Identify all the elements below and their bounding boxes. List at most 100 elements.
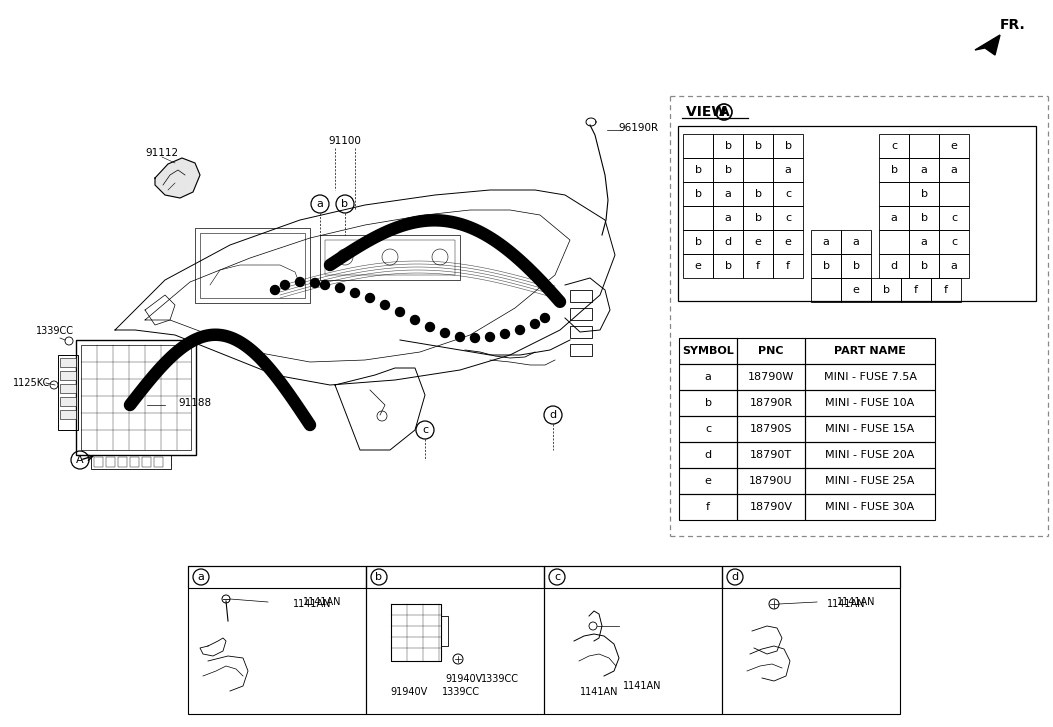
Text: a: a bbox=[951, 165, 957, 175]
Bar bbox=[713, 158, 743, 182]
Bar bbox=[737, 364, 804, 390]
Circle shape bbox=[440, 329, 450, 337]
Bar bbox=[737, 338, 804, 364]
Bar bbox=[60, 371, 76, 380]
Bar bbox=[804, 338, 935, 364]
Bar bbox=[841, 254, 871, 278]
Bar bbox=[743, 230, 773, 254]
Bar bbox=[679, 338, 737, 364]
Circle shape bbox=[411, 316, 419, 324]
Bar bbox=[188, 566, 366, 714]
Bar bbox=[713, 230, 743, 254]
Text: A: A bbox=[76, 455, 84, 465]
Bar bbox=[570, 308, 592, 320]
Bar bbox=[879, 206, 909, 230]
Text: 91188: 91188 bbox=[178, 398, 212, 408]
Text: b: b bbox=[920, 261, 928, 271]
Text: MINI - FUSE 25A: MINI - FUSE 25A bbox=[826, 476, 915, 486]
Circle shape bbox=[500, 329, 510, 339]
Bar bbox=[58, 355, 78, 430]
Bar bbox=[570, 344, 592, 356]
Text: e: e bbox=[695, 261, 701, 271]
Text: b: b bbox=[784, 141, 792, 151]
Text: d: d bbox=[891, 261, 897, 271]
Bar bbox=[804, 468, 935, 494]
Circle shape bbox=[485, 332, 495, 342]
Text: 1339CC: 1339CC bbox=[442, 687, 480, 697]
Text: MINI - FUSE 30A: MINI - FUSE 30A bbox=[826, 502, 915, 512]
Bar bbox=[901, 278, 931, 302]
Text: a: a bbox=[951, 261, 957, 271]
Text: d: d bbox=[550, 410, 557, 420]
Text: 18790T: 18790T bbox=[750, 450, 792, 460]
Text: c: c bbox=[704, 424, 711, 434]
Bar bbox=[679, 390, 737, 416]
Bar bbox=[188, 566, 366, 588]
Text: a: a bbox=[704, 372, 712, 382]
Bar bbox=[841, 278, 871, 302]
Bar bbox=[60, 358, 76, 367]
Bar bbox=[909, 230, 939, 254]
Bar bbox=[879, 182, 909, 206]
Bar bbox=[679, 364, 737, 390]
Bar bbox=[811, 230, 841, 254]
Text: b: b bbox=[853, 261, 859, 271]
Text: 1141AN: 1141AN bbox=[622, 681, 661, 691]
Bar bbox=[879, 230, 909, 254]
Text: 1141AN: 1141AN bbox=[837, 597, 875, 607]
Text: b: b bbox=[695, 237, 701, 247]
Text: 1141AN: 1141AN bbox=[303, 597, 341, 607]
Text: a: a bbox=[724, 189, 732, 199]
Bar bbox=[570, 326, 592, 338]
Text: c: c bbox=[891, 141, 897, 151]
Text: 91940V: 91940V bbox=[391, 687, 428, 697]
Bar bbox=[804, 364, 935, 390]
Bar bbox=[743, 182, 773, 206]
Text: 1141AN: 1141AN bbox=[828, 599, 866, 609]
Bar bbox=[939, 206, 969, 230]
Circle shape bbox=[425, 323, 435, 332]
Text: 18790V: 18790V bbox=[750, 502, 793, 512]
Text: 18790U: 18790U bbox=[750, 476, 793, 486]
Text: d: d bbox=[732, 572, 738, 582]
Text: b: b bbox=[695, 165, 701, 175]
Text: MINI - FUSE 20A: MINI - FUSE 20A bbox=[826, 450, 915, 460]
Text: e: e bbox=[853, 285, 859, 295]
Bar bbox=[683, 182, 713, 206]
Bar bbox=[683, 134, 713, 158]
Bar bbox=[743, 134, 773, 158]
Bar bbox=[909, 182, 939, 206]
Text: 1339CC: 1339CC bbox=[480, 674, 518, 684]
Text: MINI - FUSE 7.5A: MINI - FUSE 7.5A bbox=[823, 372, 916, 382]
Bar bbox=[879, 254, 909, 278]
Bar bbox=[773, 230, 803, 254]
Bar bbox=[325, 240, 455, 275]
Text: a: a bbox=[724, 213, 732, 223]
Bar bbox=[939, 230, 969, 254]
Text: d: d bbox=[704, 450, 712, 460]
Text: MINI - FUSE 15A: MINI - FUSE 15A bbox=[826, 424, 915, 434]
Bar bbox=[679, 494, 737, 520]
Text: b: b bbox=[822, 261, 830, 271]
Circle shape bbox=[280, 281, 290, 289]
Circle shape bbox=[471, 334, 479, 342]
Text: b: b bbox=[755, 189, 761, 199]
Text: b: b bbox=[920, 189, 928, 199]
Bar bbox=[60, 410, 76, 419]
Bar bbox=[678, 126, 1036, 301]
Polygon shape bbox=[975, 35, 1000, 55]
Text: PNC: PNC bbox=[758, 346, 783, 356]
Circle shape bbox=[516, 326, 524, 334]
Text: a: a bbox=[784, 165, 792, 175]
Bar bbox=[737, 468, 804, 494]
Text: A: A bbox=[718, 105, 730, 119]
Bar bbox=[713, 182, 743, 206]
Text: f: f bbox=[786, 261, 790, 271]
Bar bbox=[722, 566, 900, 588]
Text: VIEW: VIEW bbox=[686, 105, 732, 119]
Bar bbox=[81, 345, 191, 450]
Bar bbox=[804, 390, 935, 416]
Text: f: f bbox=[914, 285, 918, 295]
Text: b: b bbox=[920, 213, 928, 223]
Text: a: a bbox=[822, 237, 830, 247]
